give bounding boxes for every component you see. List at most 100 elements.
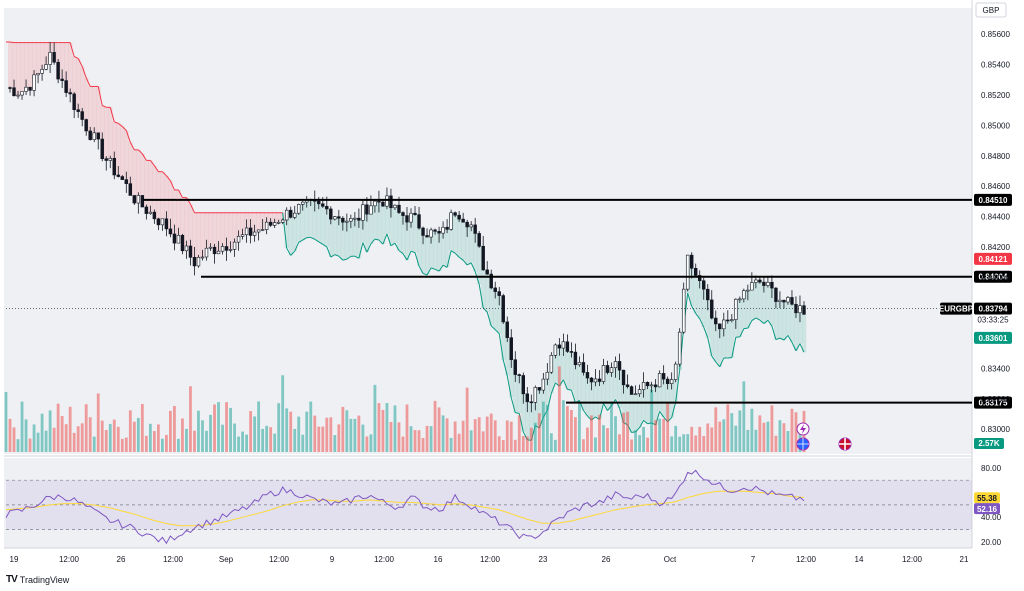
volume-bar [377,403,381,452]
candle-body [657,373,662,388]
candle-body [144,206,149,214]
band-fill [212,212,217,254]
band-line [149,160,155,166]
volume-bar [293,428,297,452]
volume-bar [140,403,144,452]
flag-icon[interactable] [838,437,852,451]
supertrend-band [6,41,807,441]
volume-bar [413,430,417,452]
band-fill [617,370,622,409]
volume-bar [68,406,72,452]
band-fill [489,287,494,326]
volume-bar [786,431,790,452]
band-line [97,86,103,106]
volume-bar [393,405,397,452]
rsi-tag [974,503,1000,515]
candle-body [509,337,513,361]
candle-body [770,281,774,289]
time-tick: 12:00 [902,555,923,564]
tradingview-logo[interactable]: TV TradingView [6,574,69,585]
band-line [562,379,568,390]
volume-bar [385,403,389,452]
volume-bar [36,432,40,452]
candle-body [425,235,429,238]
band-line [390,242,396,247]
volume-bar [513,439,517,452]
volume-bar [209,414,212,452]
candle-body [80,111,84,120]
volume-bar [598,414,601,452]
candle-body [637,389,642,395]
volume-bar [521,436,525,452]
rsi-ma-tag-label: 55.38 [977,494,998,503]
band-fill [140,153,145,207]
band-line [583,410,588,417]
volume-bar [682,434,686,452]
band-fill [465,226,470,265]
volume-bar [662,418,666,452]
candle-body [661,373,666,380]
candle-body [345,220,349,223]
volume-bar [574,417,577,452]
candle-body [341,217,345,223]
band-line [141,153,147,161]
candle-body [152,211,157,220]
band-fill [16,42,21,96]
candle-body [52,52,56,63]
volume-bar [421,437,425,452]
band-line [474,271,480,285]
band-line [747,320,753,329]
band-fill [757,282,763,321]
price-tick: 0.83400 [981,364,1010,373]
volume-bar [345,410,349,452]
price-axis[interactable]: 0.85600 0.85400 0.85200 0.85000 0.84800 0.846… [981,30,1010,547]
volume-bar [481,431,485,452]
band-line [659,411,665,418]
price-pane-background [4,8,972,454]
candle-body [72,93,76,111]
band-fill [713,323,719,362]
time-tick: 16 [434,555,443,564]
band-fill [352,218,358,257]
volume-bar [108,423,112,452]
volume-bar [537,413,541,452]
band-fill [601,365,606,404]
volume-bar [52,427,56,452]
time-axis[interactable]: 19 12:00 26 12:00 Sep 12:00 9 12:00 16 12:00 23 26 O… [10,555,969,564]
band-line [466,262,472,266]
rsi-tick: 80.00 [981,464,1002,473]
currency-box[interactable] [975,2,1007,18]
band-line [779,337,785,341]
band-line [731,337,737,358]
candle-body [272,222,277,226]
band-fill [152,165,157,219]
candle-body [766,281,770,286]
band-fill [541,379,546,418]
band-fill [220,212,225,247]
volume-bar [72,432,76,452]
band-fill [793,312,799,351]
band-line [358,242,364,259]
band-line [751,317,757,321]
band-fill [276,212,281,223]
band-line [102,105,107,108]
band-line [114,121,119,124]
volume-bar [181,418,184,452]
band-fill [429,229,434,268]
band-line [402,253,408,261]
horizontal-levels[interactable]: 0.84510 0.84004 0.83175 [6,193,1012,409]
candle-body [669,379,674,384]
volume-bar [245,434,249,452]
candle-body [561,341,566,349]
globe-icon[interactable] [796,437,810,451]
volume-bar [433,400,437,452]
candle-body [8,87,12,89]
time-tick: 9 [330,555,335,564]
volume-bar [16,439,20,452]
candle-body [441,226,445,234]
band-fill [68,42,73,94]
volume-bar [626,411,629,452]
volume-bar [634,430,637,452]
lightning-icon[interactable] [796,422,810,436]
